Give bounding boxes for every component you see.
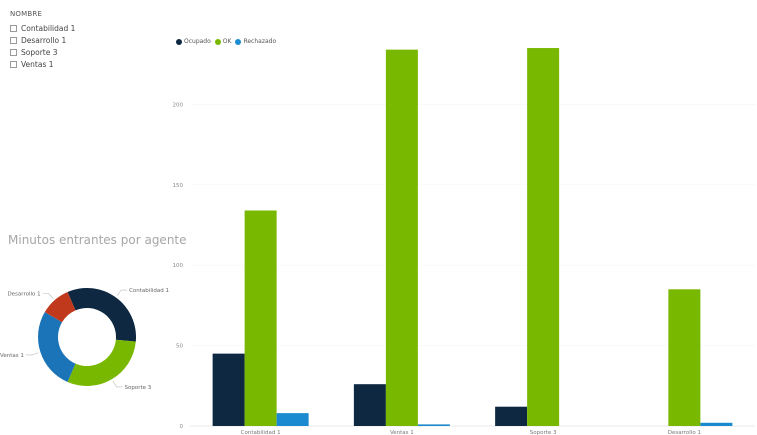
legend-item-rechazado[interactable]: Rechazado [235,38,276,45]
bar-rechazado[interactable] [700,422,733,426]
y-tick-label: 150 [173,183,184,189]
x-tick-label: Ventas 1 [390,430,414,435]
leader-line [112,380,123,388]
chart-legend: Ocupado OK Rechazado [176,38,280,45]
bar-rechazado[interactable] [417,424,450,426]
legend-label: Ocupado [184,38,211,45]
donut-label: Contabilidad 1 [129,288,169,294]
legend-item-ok[interactable]: OK [214,38,232,45]
slicer-item-label: Contabilidad 1 [21,23,76,33]
x-tick-label: Soporte 3 [530,430,557,435]
bar-ok[interactable] [385,49,418,427]
donut-slice[interactable] [37,312,76,382]
bar-ocupado[interactable] [353,384,386,426]
legend-item-ocupado[interactable]: Ocupado [176,38,211,45]
donut-title: Minutos entrantes por agente [8,233,187,247]
checkbox-icon[interactable] [10,24,17,32]
bar-ok[interactable] [244,210,277,426]
donut-label: Ventas 1 [0,353,24,359]
slicer-item-label: Soporte 3 [21,47,58,57]
donut-label: Desarrollo 1 [7,291,40,297]
donut-slice[interactable] [44,292,76,323]
slicer-title: NOMBRE [10,10,43,18]
slicer-item-ventas[interactable]: Ventas 1 [10,58,75,70]
legend-dot-icon [176,38,182,45]
leader-line [25,352,39,356]
donut-chart: Contabilidad 1 Soporte 3 Ventas 1 Desarroll… [0,288,169,391]
slicer-item-label: Ventas 1 [21,59,54,69]
legend-dot-icon [235,38,242,45]
x-tick-label: Contabilidad 1 [241,430,281,435]
slicer-item-contabilidad[interactable]: Contabilidad 1 [10,22,75,34]
bar-rechazado[interactable] [276,413,309,426]
donut-slice[interactable] [67,288,136,342]
checkbox-icon[interactable] [10,36,17,44]
y-tick-label: 200 [173,102,184,108]
x-tick-label: Desarrollo 1 [668,430,701,435]
bar-ocupado[interactable] [495,406,528,426]
bar-ocupado[interactable] [212,353,245,426]
checkbox-icon[interactable] [10,60,17,68]
nombre-slicer: NOMBRE Contabilidad 1 Desarrollo 1 Sopor… [10,10,75,70]
checkbox-icon[interactable] [10,48,17,56]
legend-label: OK [222,38,232,45]
slicer-item-desarrollo[interactable]: Desarrollo 1 [10,34,75,46]
slicer-item-label: Desarrollo 1 [21,35,67,45]
y-tick-label: 0 [180,424,184,430]
slicer-item-soporte[interactable]: Soporte 3 [10,46,75,58]
y-tick-label: 100 [173,263,184,269]
leader-line [42,293,54,299]
legend-dot-icon [214,38,221,45]
leader-line [116,289,128,296]
y-tick-label: 50 [176,344,183,350]
legend-label: Rechazado [243,38,277,45]
donut-slice[interactable] [67,339,136,386]
bar-ok[interactable] [668,289,701,426]
donut-label: Soporte 3 [125,385,152,391]
bar-ok[interactable] [527,48,560,427]
